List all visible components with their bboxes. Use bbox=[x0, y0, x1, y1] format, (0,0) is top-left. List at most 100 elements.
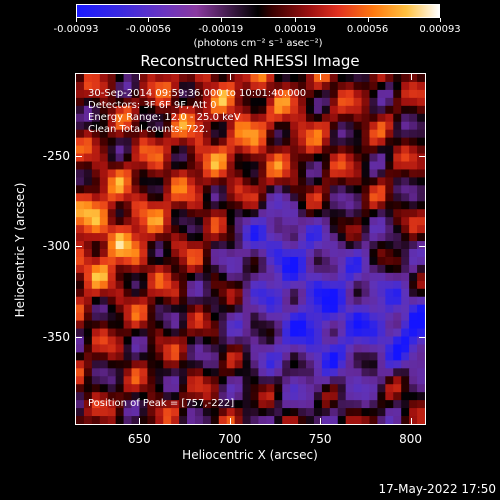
heatmap-cell bbox=[107, 312, 117, 322]
heatmap-cell bbox=[218, 217, 228, 226]
heatmap-cell bbox=[266, 408, 275, 417]
heatmap-cell bbox=[329, 89, 339, 99]
heatmap-cell bbox=[353, 177, 363, 186]
heatmap-cell bbox=[393, 288, 402, 298]
heatmap-cell bbox=[361, 193, 371, 202]
heatmap-cell bbox=[282, 360, 291, 369]
heatmap-cell bbox=[409, 241, 418, 250]
heatmap-cell bbox=[218, 209, 228, 218]
heatmap-cell bbox=[242, 352, 252, 361]
heatmap-cell bbox=[258, 304, 267, 314]
heatmap-cell bbox=[83, 137, 93, 147]
heatmap-cell bbox=[115, 121, 125, 131]
heatmap-cell bbox=[139, 74, 148, 83]
heatmap-cell bbox=[345, 368, 355, 377]
heatmap-cell bbox=[361, 129, 371, 139]
heatmap-cell bbox=[179, 312, 188, 322]
heatmap-cell bbox=[242, 336, 252, 346]
heatmap-cell bbox=[194, 209, 204, 218]
heatmap-cell bbox=[147, 264, 156, 274]
heatmap-cell bbox=[258, 105, 267, 115]
heatmap-cell bbox=[179, 201, 188, 210]
heatmap-cell bbox=[123, 408, 133, 417]
heatmap-cell bbox=[417, 296, 425, 306]
heatmap-cell bbox=[202, 328, 212, 338]
heatmap-cell bbox=[179, 97, 188, 107]
heatmap-cell bbox=[91, 392, 101, 401]
heatmap-cell bbox=[226, 145, 236, 155]
heatmap-cell bbox=[123, 225, 133, 234]
heatmap-cell bbox=[250, 304, 260, 314]
heatmap-cell bbox=[321, 400, 331, 409]
heatmap-cell bbox=[361, 296, 371, 306]
heatmap-cell bbox=[361, 161, 371, 171]
heatmap-cell bbox=[107, 74, 117, 83]
heatmap-cell bbox=[353, 241, 363, 250]
heatmap-cell bbox=[329, 336, 339, 346]
heatmap-cell bbox=[369, 201, 379, 210]
x-tick-mark bbox=[320, 418, 322, 424]
heatmap-cell bbox=[266, 209, 275, 218]
heatmap-cell bbox=[131, 368, 141, 377]
heatmap-cell bbox=[131, 249, 141, 258]
heatmap-cell bbox=[234, 225, 244, 234]
heatmap-cell bbox=[337, 209, 347, 218]
heatmap-cell bbox=[337, 408, 347, 417]
heatmap-cell bbox=[321, 161, 331, 171]
timestamp: 17-May-2022 17:50 bbox=[378, 482, 496, 496]
heatmap-cell bbox=[210, 74, 220, 83]
heatmap-cell bbox=[155, 137, 164, 147]
heatmap-cell bbox=[171, 169, 180, 178]
heatmap-cell bbox=[210, 193, 220, 202]
heatmap-cell bbox=[266, 89, 275, 99]
heatmap-cell bbox=[155, 272, 164, 282]
heatmap-cell bbox=[163, 296, 172, 306]
heatmap-cell bbox=[409, 201, 418, 210]
heatmap-cell bbox=[306, 169, 315, 178]
heatmap-cell bbox=[409, 169, 418, 178]
heatmap-cell bbox=[401, 384, 410, 393]
heatmap-cell bbox=[361, 233, 371, 242]
y-tick-mark bbox=[76, 336, 82, 338]
heatmap-cell bbox=[401, 121, 410, 131]
heatmap-cell bbox=[306, 344, 315, 353]
heatmap-cell bbox=[234, 129, 244, 139]
heatmap-cell bbox=[194, 105, 204, 115]
heatmap-cell bbox=[147, 384, 156, 393]
heatmap-cell bbox=[99, 89, 109, 99]
heatmap-cell bbox=[377, 352, 386, 361]
heatmap-cell bbox=[202, 320, 212, 330]
heatmap-cell bbox=[250, 296, 260, 306]
heatmap-cell bbox=[187, 113, 196, 123]
heatmap-cell bbox=[337, 129, 347, 139]
heatmap-cell bbox=[353, 89, 363, 99]
heatmap-cell bbox=[83, 264, 93, 274]
heatmap-cell bbox=[369, 368, 379, 377]
heatmap-cell bbox=[401, 129, 410, 139]
heatmap-cell bbox=[242, 368, 252, 377]
heatmap-cell bbox=[377, 241, 386, 250]
heatmap-cell bbox=[242, 89, 252, 99]
heatmap-cell bbox=[313, 177, 323, 186]
heatmap-cell bbox=[99, 153, 109, 163]
heatmap-cell bbox=[258, 193, 267, 202]
heatmap-cell bbox=[313, 129, 323, 139]
heatmap-cell bbox=[91, 185, 101, 194]
heatmap-cell bbox=[409, 368, 418, 377]
heatmap-cell bbox=[250, 264, 260, 274]
heatmap-cell bbox=[298, 368, 307, 377]
heatmap-cell bbox=[131, 296, 141, 306]
heatmap-cell bbox=[163, 272, 172, 282]
heatmap-cell bbox=[99, 384, 109, 393]
heatmap-cell bbox=[329, 241, 339, 250]
heatmap-cell bbox=[377, 137, 386, 147]
heatmap-cell bbox=[115, 360, 125, 369]
heatmap-cell bbox=[76, 113, 85, 123]
heatmap-cell bbox=[266, 416, 275, 424]
heatmap-cell bbox=[306, 288, 315, 298]
heatmap-cell bbox=[401, 209, 410, 218]
heatmap-cell bbox=[282, 81, 291, 91]
heatmap-cell bbox=[298, 304, 307, 314]
heatmap-cell bbox=[107, 105, 117, 115]
heatmap-cell bbox=[266, 344, 275, 353]
